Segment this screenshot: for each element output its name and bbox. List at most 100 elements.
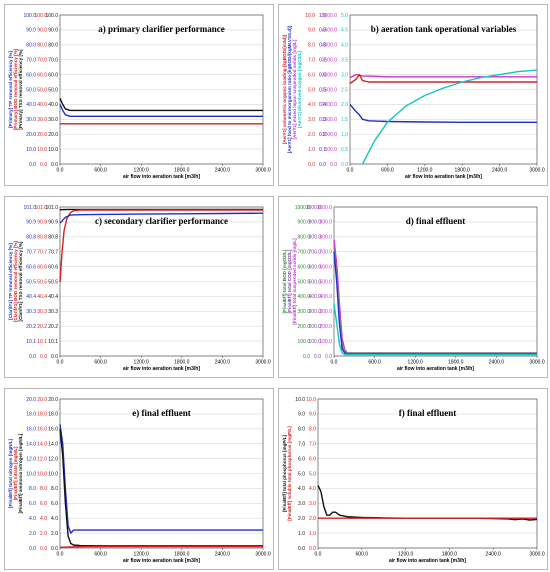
- chart-panel-secondary-clarifier: 0.0 10.1 20.2 30.3 40.4 50.5 60.6 70.7 80.8 90.9 1…: [4, 196, 274, 378]
- series-line: [333, 248, 537, 354]
- y-tick-label: 1.5: [341, 117, 348, 123]
- y-tick-label: 3.0: [298, 501, 305, 507]
- y-tick-label: 3500.0: [322, 58, 338, 64]
- x-axis-label: air flow into aeration tank [m3/h]: [123, 174, 200, 180]
- x-tick-label: 0.0: [57, 360, 64, 366]
- y-tick-label: 0.0: [29, 546, 36, 552]
- y-tick-label: 20.0: [37, 397, 47, 403]
- y-tick-label: 20.0: [48, 397, 58, 403]
- chart-svg: 0.0 2.0 4.0 6.0 8.0 10.0 12.0 14.0 16.0 18.0 20.0 0…: [8, 397, 271, 564]
- y-tick-label: 0.0: [308, 162, 315, 168]
- chart-title: e) final effluent: [132, 408, 191, 418]
- y-tick-label: 800.0: [319, 235, 332, 241]
- y-tick-label: 18.0: [37, 412, 47, 418]
- y-tick-label: 10.1: [26, 339, 36, 345]
- y-tick-label: 50.5: [26, 279, 36, 285]
- y-tick-label: 400.0: [308, 294, 321, 300]
- y-tick-label: 30.0: [26, 117, 36, 123]
- y-tick-label: 0.0: [330, 162, 337, 168]
- series-line: [59, 209, 263, 283]
- y-tick-label: 1.0: [341, 132, 348, 138]
- x-tick-label: 3000.0: [255, 168, 271, 174]
- y-tick-label: 1.0: [319, 13, 326, 19]
- y-tick-label: 700.0: [308, 250, 321, 256]
- y-tick-label: 30.0: [37, 117, 47, 123]
- y-tick-label: 90.0: [48, 28, 58, 34]
- y-tick-label: 0.0: [309, 546, 316, 552]
- y-tick-label: 20.0: [37, 132, 47, 138]
- plot-frame: [59, 14, 264, 165]
- y-tick-label: 4.0: [29, 516, 36, 522]
- y-tick-label: 90.0: [37, 28, 47, 34]
- y-tick-label: 500.0: [319, 279, 332, 285]
- y-tick-label: 200.0: [319, 324, 332, 330]
- y-tick-label: 900.0: [308, 220, 321, 226]
- y-tick-label: 60.0: [48, 72, 58, 78]
- y-tick-label: 7.0: [298, 442, 305, 448]
- y-tick-label: 16.0: [37, 427, 47, 433]
- y-tick-label: 40.0: [48, 102, 58, 108]
- y-tick-label: 60.6: [37, 264, 47, 270]
- y-axis-label: [FinalEff] ammonia nitrogen [mgN/L]: [18, 433, 23, 513]
- y-tick-label: 2.0: [298, 516, 305, 522]
- y-tick-label: 90.9: [37, 220, 47, 226]
- y-axis-label: [FinalEff] total phosphorus [mgP/L]: [282, 435, 287, 513]
- y-tick-label: 200.0: [297, 324, 310, 330]
- y-tick-label: 8.0: [309, 427, 316, 433]
- x-tick-label: 1200.0: [134, 360, 150, 366]
- plot-frame: [59, 398, 264, 549]
- y-tick-label: 40.4: [26, 294, 36, 300]
- y-tick-label: 7.0: [308, 58, 315, 64]
- chart-panel-aeration-tank: 0.0 1.0 2.0 3.0 4.0 5.0 6.0 7.0 8.0 9.0 10.0 0.0 0.1…: [278, 4, 548, 186]
- y-tick-label: 16.0: [48, 427, 58, 433]
- y-tick-label: 8.0: [308, 43, 315, 49]
- y-axis-label: [FinalEff] total COD [mgO2/L]: [287, 249, 292, 313]
- y-tick-label: 1000.0: [317, 205, 333, 211]
- plot-frame: [317, 398, 538, 549]
- y-tick-label: 80.0: [37, 43, 47, 49]
- chart-title: c) secondary clarifier performance: [95, 216, 228, 226]
- y-tick-label: 0.0: [29, 162, 36, 168]
- x-tick-label: 3000.0: [529, 360, 545, 366]
- y-tick-label: 10.0: [26, 471, 36, 477]
- y-tick-label: 600.0: [319, 264, 332, 270]
- y-tick-label: 10.1: [48, 339, 58, 345]
- y-tick-label: 300.0: [308, 309, 321, 315]
- y-tick-label: 3.5: [341, 58, 348, 64]
- chart-title: f) final effluent: [399, 408, 457, 418]
- y-tick-label: 9.0: [298, 412, 305, 418]
- y-tick-label: 4.0: [341, 43, 348, 49]
- y-tick-label: 10.0: [306, 397, 316, 403]
- y-tick-label: 10.1: [37, 339, 47, 345]
- x-tick-label: 600.0: [381, 168, 394, 174]
- y-tick-label: 3.0: [309, 501, 316, 507]
- chart-panel-final-effluent-phosphorus: 0.0 1.0 2.0 3.0 4.0 5.0 6.0 7.0 8.0 9.0 10.0 0.0 1.0…: [278, 388, 548, 570]
- x-tick-label: 2400.0: [486, 552, 502, 558]
- y-tick-label: 14.0: [48, 442, 58, 448]
- x-tick-label: 2400.0: [489, 360, 505, 366]
- y-tick-label: 4.0: [40, 516, 47, 522]
- x-tick-label: 2400.0: [215, 552, 231, 558]
- x-tick-label: 600.0: [94, 552, 107, 558]
- y-tick-label: 9.0: [309, 412, 316, 418]
- y-tick-label: 0.0: [314, 354, 321, 360]
- x-tick-label: 1200.0: [134, 552, 150, 558]
- y-tick-label: 0.9: [319, 28, 326, 34]
- x-tick-label: 1800.0: [174, 552, 190, 558]
- series-line: [59, 428, 263, 547]
- y-tick-label: 70.7: [37, 250, 47, 256]
- x-tick-label: 1800.0: [174, 360, 190, 366]
- y-tick-label: 18.0: [48, 412, 58, 418]
- y-tick-label: 1.0: [308, 147, 315, 153]
- series-line: [349, 73, 537, 85]
- x-tick-label: 600.0: [94, 360, 107, 366]
- series-line: [59, 545, 263, 548]
- y-tick-label: 3.0: [308, 117, 315, 123]
- y-tick-label: 0.2: [319, 132, 326, 138]
- y-axis-label: [Clarif#1] BOD removal efficiency [%]: [13, 240, 18, 322]
- x-tick-label: 1200.0: [134, 168, 150, 174]
- y-tick-label: 40.0: [37, 102, 47, 108]
- y-tick-label: 5000.0: [322, 13, 338, 19]
- y-tick-label: 5.0: [341, 13, 348, 19]
- y-tick-label: 16.0: [26, 427, 36, 433]
